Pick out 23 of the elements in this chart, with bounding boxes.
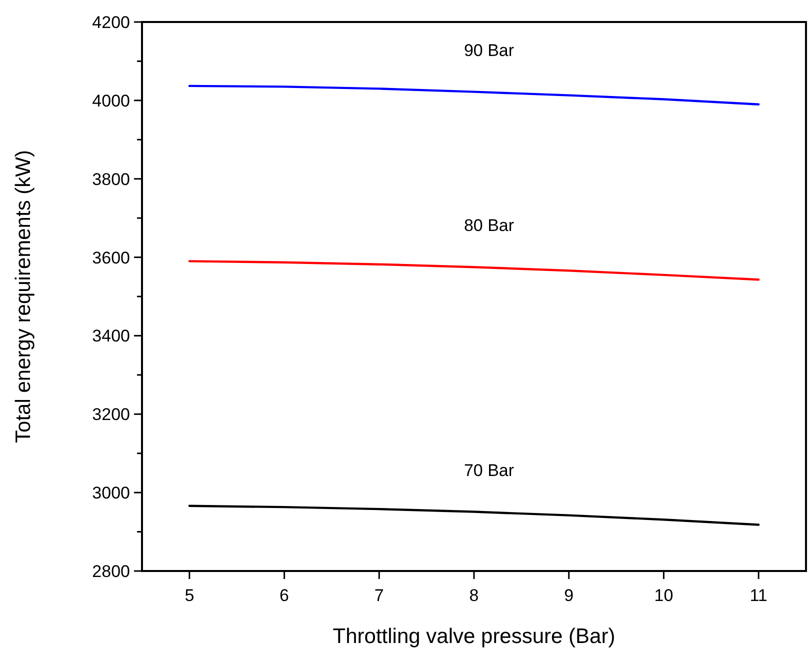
line-series bbox=[188, 504, 760, 526]
x-tick-label: 5 bbox=[184, 586, 194, 605]
x-tick-label: 9 bbox=[564, 586, 574, 605]
y-tick-label: 3600 bbox=[92, 248, 130, 268]
y-tick-label: 4200 bbox=[92, 13, 130, 32]
x-tick-label: 11 bbox=[750, 586, 768, 605]
series-label: 90 Bar bbox=[464, 40, 514, 60]
line-series bbox=[188, 260, 760, 281]
y-tick-label: 4000 bbox=[92, 91, 130, 110]
x-tick-label: 10 bbox=[654, 586, 674, 605]
x-axis-title: Throttling valve pressure (Bar) bbox=[332, 625, 616, 648]
series-label: 80 Bar bbox=[464, 216, 514, 236]
y-tick-label: 3000 bbox=[92, 484, 130, 503]
y-tick-label: 3400 bbox=[92, 326, 130, 346]
x-tick-label: 8 bbox=[469, 586, 479, 605]
y-tick-label: 2800 bbox=[92, 562, 130, 581]
y-tick-label: 3200 bbox=[92, 405, 130, 424]
series-label: 70 Bar bbox=[464, 460, 514, 480]
y-tick-label: 3800 bbox=[92, 170, 130, 189]
x-tick-label: 6 bbox=[280, 586, 290, 605]
x-tick-label: 7 bbox=[374, 586, 384, 605]
line-series bbox=[188, 84, 760, 106]
y-axis-title: Total energy requirements (kW) bbox=[12, 150, 35, 443]
